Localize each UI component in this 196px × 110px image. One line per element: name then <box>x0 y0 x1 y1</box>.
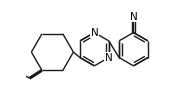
Text: N: N <box>130 12 137 22</box>
Text: N: N <box>91 28 98 38</box>
Text: N: N <box>105 53 113 62</box>
